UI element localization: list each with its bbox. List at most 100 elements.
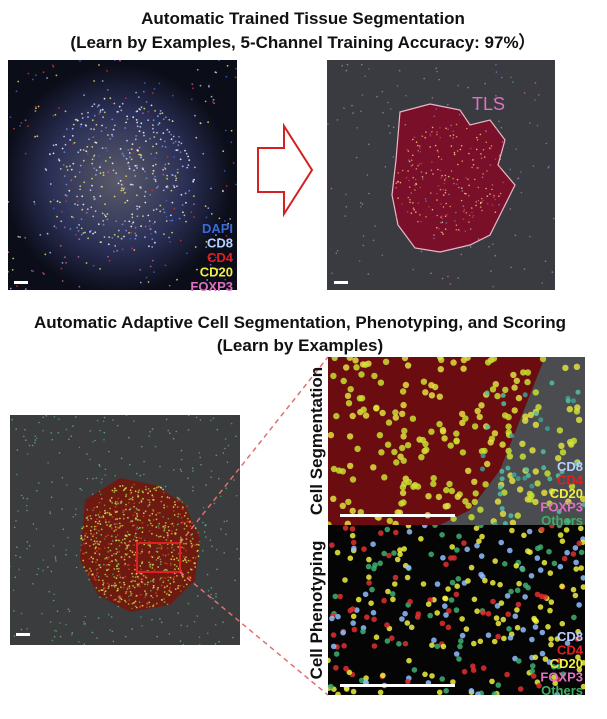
cell bbox=[110, 616, 113, 618]
cell bbox=[190, 534, 193, 537]
cell bbox=[459, 449, 467, 456]
cell bbox=[61, 262, 64, 264]
cell bbox=[444, 174, 447, 177]
cell bbox=[159, 204, 162, 207]
cell bbox=[134, 580, 137, 582]
cell bbox=[129, 237, 132, 240]
cell bbox=[333, 651, 340, 657]
cell bbox=[361, 546, 367, 552]
cell bbox=[401, 546, 408, 552]
cell bbox=[118, 573, 121, 576]
cell bbox=[172, 525, 175, 527]
cell bbox=[447, 128, 449, 131]
cell bbox=[106, 511, 109, 514]
cell bbox=[163, 233, 165, 236]
cell bbox=[381, 597, 387, 604]
cell bbox=[142, 574, 145, 577]
cell bbox=[183, 214, 186, 217]
cell bbox=[417, 164, 419, 167]
cell bbox=[32, 270, 35, 273]
cell bbox=[117, 567, 120, 570]
cell bbox=[135, 594, 138, 597]
cell-dots bbox=[328, 357, 585, 525]
cell bbox=[132, 152, 135, 154]
cell bbox=[360, 206, 362, 208]
cell bbox=[347, 386, 354, 393]
cell bbox=[366, 574, 372, 580]
cell bbox=[539, 357, 547, 363]
cell bbox=[449, 544, 456, 550]
cell bbox=[202, 521, 204, 524]
cell bbox=[493, 98, 496, 100]
cell bbox=[191, 522, 194, 524]
cell bbox=[70, 168, 73, 171]
cell bbox=[454, 493, 461, 500]
cell bbox=[133, 502, 136, 504]
cell bbox=[188, 189, 191, 192]
cell bbox=[530, 663, 536, 669]
cell bbox=[24, 429, 26, 431]
cell bbox=[126, 139, 128, 142]
cell bbox=[340, 377, 347, 385]
cell bbox=[68, 610, 71, 612]
cell bbox=[181, 165, 184, 168]
cell bbox=[138, 502, 141, 504]
cell bbox=[160, 500, 163, 503]
cell bbox=[115, 560, 118, 562]
cell bbox=[432, 525, 438, 528]
cell bbox=[452, 137, 454, 139]
cell bbox=[101, 579, 104, 582]
cell bbox=[48, 590, 51, 593]
cell bbox=[171, 530, 173, 532]
cell bbox=[42, 430, 44, 432]
cell bbox=[88, 558, 91, 560]
cell bbox=[179, 584, 182, 587]
cell bbox=[392, 574, 399, 581]
cell bbox=[397, 197, 399, 199]
cell bbox=[373, 634, 380, 640]
cell bbox=[218, 217, 221, 220]
cell bbox=[491, 430, 499, 437]
cell bbox=[136, 125, 139, 128]
cell bbox=[109, 525, 111, 528]
cell bbox=[148, 561, 151, 564]
cell bbox=[109, 507, 111, 510]
cell bbox=[145, 101, 148, 103]
cell bbox=[92, 136, 95, 139]
cell bbox=[150, 595, 153, 597]
cell bbox=[125, 157, 128, 160]
cell bbox=[30, 269, 33, 272]
cell bbox=[548, 636, 554, 642]
cell bbox=[502, 181, 505, 184]
cell bbox=[145, 276, 148, 279]
cell bbox=[158, 522, 161, 525]
cell bbox=[70, 179, 73, 182]
cell bbox=[92, 543, 95, 546]
cell bbox=[479, 533, 485, 540]
cell bbox=[61, 508, 63, 510]
cell bbox=[418, 163, 421, 165]
cell bbox=[477, 199, 480, 202]
cell bbox=[491, 204, 494, 206]
cell bbox=[168, 497, 171, 499]
cell bbox=[13, 127, 15, 130]
cell bbox=[223, 552, 225, 554]
cell bbox=[136, 512, 138, 515]
cell bbox=[32, 523, 35, 525]
cell bbox=[559, 538, 566, 544]
cell bbox=[557, 532, 564, 538]
cell bbox=[437, 366, 444, 373]
cell bbox=[453, 151, 456, 154]
cell bbox=[115, 548, 118, 551]
cell bbox=[168, 633, 171, 635]
cell bbox=[86, 152, 89, 155]
cell bbox=[436, 420, 443, 428]
cell bbox=[143, 473, 145, 476]
cell bbox=[127, 603, 130, 605]
cell bbox=[109, 549, 112, 552]
cell bbox=[465, 212, 468, 214]
cell bbox=[94, 231, 97, 234]
cell bbox=[498, 120, 500, 123]
cell bbox=[77, 200, 79, 203]
cell bbox=[164, 562, 167, 564]
